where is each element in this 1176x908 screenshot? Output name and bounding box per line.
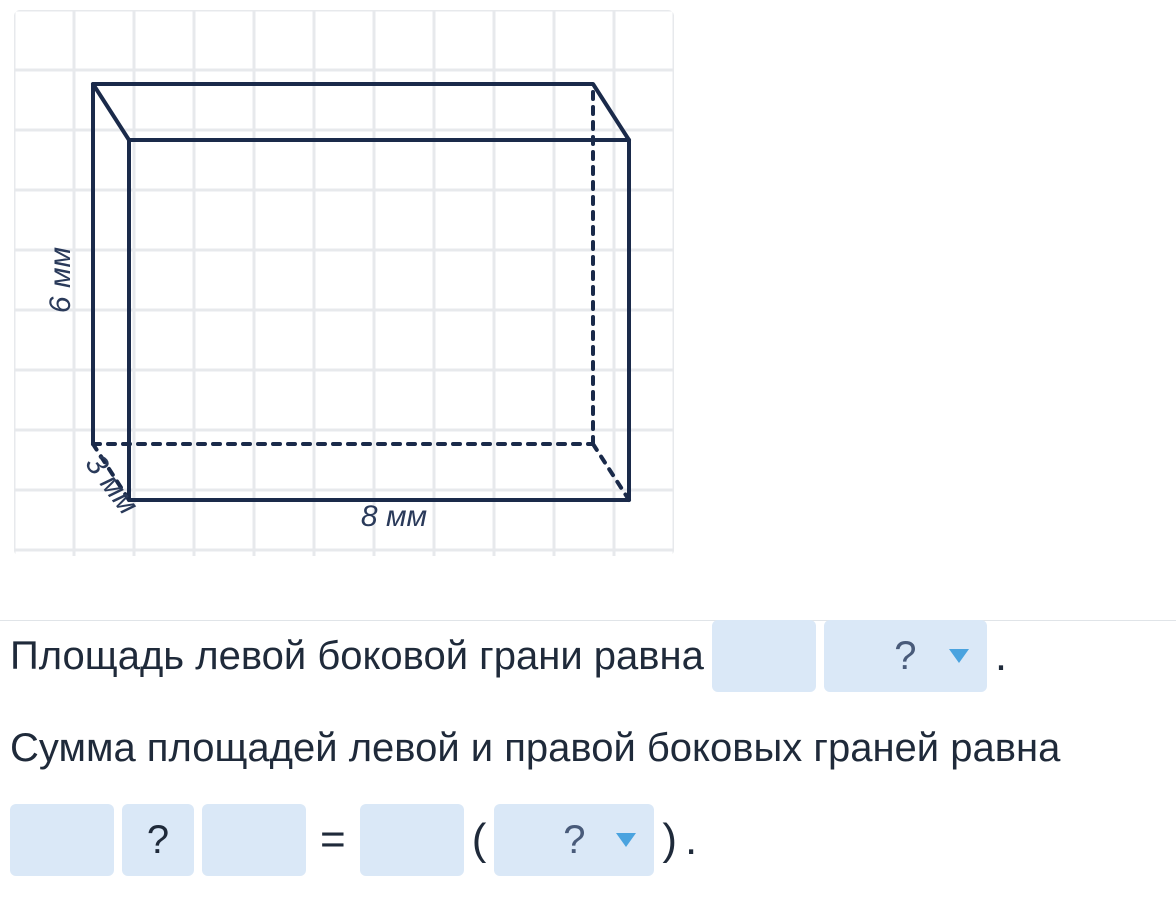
question-line-3: ? = ( ? ) . (10, 804, 1166, 876)
question-line-2: Сумма площадей левой и правой боковых гр… (10, 722, 1166, 774)
period-2: . (685, 811, 697, 868)
area-unit-select[interactable]: ? (824, 620, 987, 692)
result-unit-select[interactable]: ? (494, 804, 654, 876)
chevron-down-icon (949, 649, 969, 663)
area-value-input[interactable] (712, 620, 816, 692)
page-root: 6 мм 3 мм 8 мм Площадь левой боковой гра… (0, 0, 1176, 908)
label-height: 6 мм (44, 247, 77, 313)
operand2-input[interactable] (202, 804, 306, 876)
equals-sign: = (314, 811, 352, 868)
question-line-1: Площадь левой боковой грани равна ? . (10, 620, 1166, 692)
chevron-down-icon (616, 833, 636, 847)
cuboid-diagram: 6 мм 3 мм 8 мм (14, 10, 686, 566)
result-input[interactable] (360, 804, 464, 876)
paren-close: ) (662, 811, 677, 868)
paren-open: ( (472, 811, 487, 868)
period-1: . (995, 627, 1007, 684)
question-area: Площадь левой боковой грани равна ? . Су… (10, 620, 1166, 906)
label-width: 8 мм (361, 500, 427, 533)
line1-text: Площадь левой боковой грани равна (10, 630, 704, 682)
diagram-area: 6 мм 3 мм 8 мм (14, 10, 686, 566)
operator-input[interactable]: ? (122, 804, 194, 876)
line2-text: Сумма площадей левой и правой боковых гр… (10, 722, 1060, 774)
operand1-input[interactable] (10, 804, 114, 876)
